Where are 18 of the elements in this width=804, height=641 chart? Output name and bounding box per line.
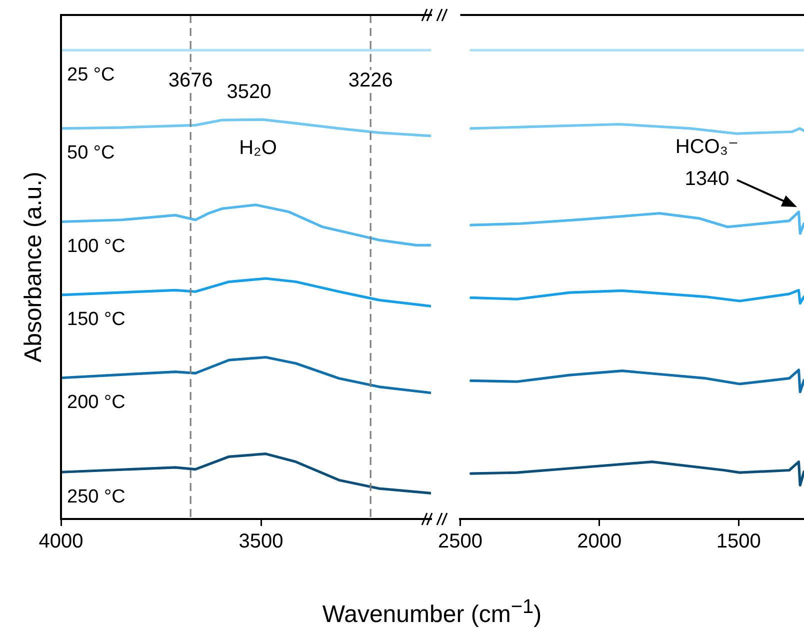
series-label: 200 °C — [67, 392, 126, 414]
x-tick-label: 2000 — [577, 530, 622, 553]
annotation: H₂O — [239, 136, 277, 161]
annotation: HCO₃⁻ 1340 — [675, 135, 739, 192]
x-axis-title: Wavenumber (cm$^{−1}$) — [322, 596, 542, 629]
series-label: 100 °C — [67, 236, 126, 257]
y-axis-title: Absorbance (a.u.) — [20, 172, 48, 362]
ref-line-label: 3676 — [168, 70, 213, 92]
series-label: 150 °C — [67, 309, 126, 330]
x-tick-label: 4000 — [38, 530, 84, 553]
series-label: 25 °C — [67, 64, 115, 86]
series-label: 250 °C — [67, 486, 126, 508]
annotation: 3520 — [226, 80, 272, 105]
x-tick-label: 3500 — [238, 530, 284, 553]
x-tick-label: 1500 — [716, 530, 761, 553]
ref-line-label: 3226 — [348, 70, 393, 92]
series-label: 50 °C — [67, 142, 115, 164]
x-tick-label: 2500 — [438, 530, 482, 553]
